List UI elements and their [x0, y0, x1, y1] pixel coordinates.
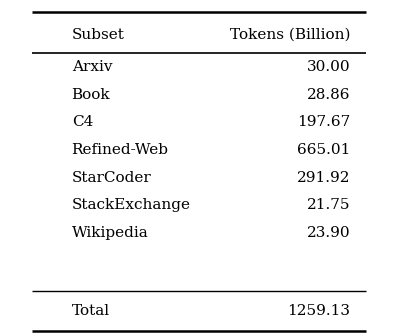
Text: Book: Book: [72, 88, 110, 102]
Text: 665.01: 665.01: [297, 143, 350, 157]
Text: Tokens (Billion): Tokens (Billion): [230, 28, 350, 42]
Text: Arxiv: Arxiv: [72, 60, 112, 74]
Text: Total: Total: [72, 304, 110, 318]
Text: 23.90: 23.90: [306, 226, 350, 240]
Text: Subset: Subset: [72, 28, 125, 42]
Text: 28.86: 28.86: [307, 88, 350, 102]
Text: StarCoder: StarCoder: [72, 171, 151, 185]
Text: Wikipedia: Wikipedia: [72, 226, 148, 240]
Text: 30.00: 30.00: [306, 60, 350, 74]
Text: 197.67: 197.67: [297, 115, 350, 129]
Text: StackExchange: StackExchange: [72, 198, 191, 212]
Text: Refined-Web: Refined-Web: [72, 143, 169, 157]
Text: 1259.13: 1259.13: [287, 304, 350, 318]
Text: 291.92: 291.92: [297, 171, 350, 185]
Text: C4: C4: [72, 115, 93, 129]
Text: 21.75: 21.75: [307, 198, 350, 212]
